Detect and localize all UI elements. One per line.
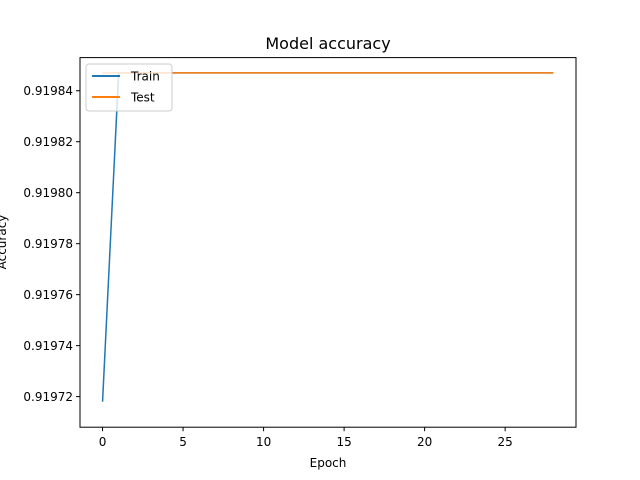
y-axis-label: Accuracy xyxy=(0,215,9,270)
x-tick-label: 20 xyxy=(417,435,432,449)
y-tick-label: 0.91972 xyxy=(23,390,73,404)
series-line-train xyxy=(101,72,554,402)
y-tick-label: 0.91980 xyxy=(23,186,73,200)
x-tick-label: 25 xyxy=(498,435,513,449)
y-tick-label: 0.91974 xyxy=(23,339,73,353)
x-tick-label: 5 xyxy=(179,435,187,449)
y-tick-label: 0.91984 xyxy=(23,84,73,98)
legend-label-train: Train xyxy=(130,70,160,84)
legend: Train Test xyxy=(85,63,173,112)
y-tick-label: 0.91978 xyxy=(23,237,73,251)
x-axis-ticks: 0 5 10 15 20 25 xyxy=(99,427,513,449)
chart-title: Model accuracy xyxy=(265,34,390,53)
series-layer xyxy=(101,72,554,402)
y-axis-ticks: 0.91972 0.91974 0.91976 0.91978 0.91980 0.919… xyxy=(23,84,80,404)
plot-frame xyxy=(79,57,577,428)
y-tick-label: 0.91982 xyxy=(23,135,73,149)
x-tick-label: 10 xyxy=(256,435,271,449)
y-tick-label: 0.91976 xyxy=(23,288,73,302)
legend-label-test: Test xyxy=(130,91,155,105)
x-tick-label: 0 xyxy=(99,435,107,449)
x-tick-label: 15 xyxy=(336,435,351,449)
x-axis-label: Epoch xyxy=(310,456,347,470)
